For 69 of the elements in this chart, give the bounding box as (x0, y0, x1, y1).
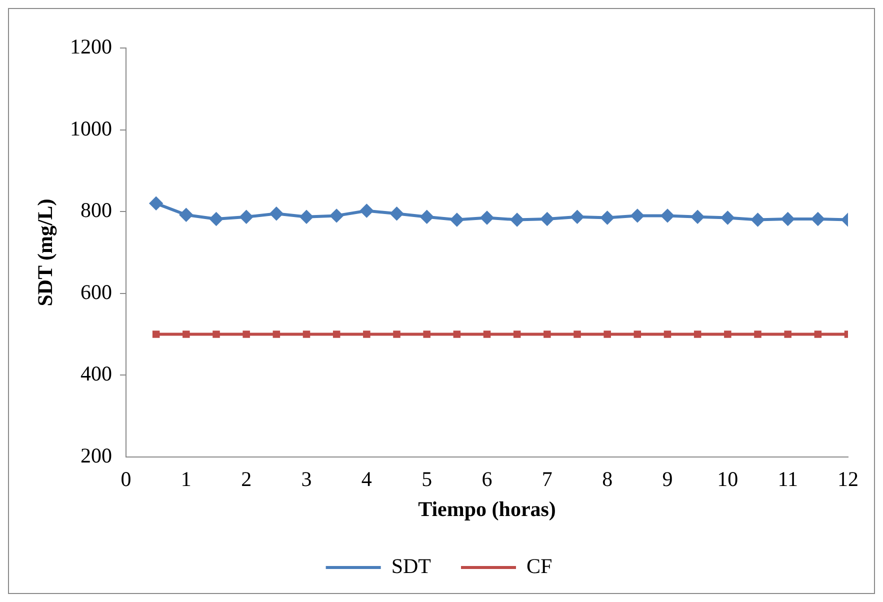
x-tick-label: 9 (662, 467, 673, 492)
x-tick-label: 4 (361, 467, 372, 492)
x-tick-label: 6 (482, 467, 492, 492)
y-tick-label: 800 (80, 198, 112, 222)
point (540, 212, 554, 226)
point (691, 210, 704, 224)
point (510, 213, 524, 226)
y-tick-label: 600 (80, 280, 112, 304)
x-tick-label: 3 (301, 467, 312, 492)
point (152, 330, 160, 338)
point (453, 330, 461, 338)
x-tick-label: 5 (422, 467, 432, 492)
y-tick-label: 1000 (70, 116, 112, 140)
point (180, 208, 193, 222)
y-tick-label: 1200 (70, 34, 112, 59)
x-tick-label: 2 (241, 467, 252, 492)
point (182, 330, 190, 338)
legend-label: SDT (391, 554, 432, 578)
legend-label: CF (526, 554, 552, 578)
point (724, 330, 732, 338)
point (664, 330, 672, 338)
point (332, 330, 340, 338)
point (240, 210, 253, 224)
point (630, 209, 644, 222)
point (574, 330, 581, 338)
point (480, 211, 494, 224)
x-tick-label: 11 (778, 467, 798, 492)
point (330, 209, 344, 222)
x-tick-label: 1 (180, 467, 192, 492)
y-tick-label: 400 (80, 362, 112, 386)
y-axis-title: SDT (mg/L) (33, 198, 58, 306)
point (270, 207, 283, 220)
point (363, 330, 370, 338)
x-tick-label: 0 (120, 467, 132, 492)
point (420, 210, 434, 224)
point (390, 207, 404, 220)
point (360, 204, 374, 218)
x-tick-label: 8 (602, 467, 613, 492)
point (604, 330, 611, 338)
point (272, 330, 280, 338)
point (694, 330, 702, 338)
point (634, 330, 642, 338)
x-tick-label: 12 (838, 467, 858, 492)
point (544, 330, 551, 338)
point (302, 330, 310, 338)
x-tick-label: 7 (542, 467, 552, 492)
point (751, 213, 764, 226)
point (483, 330, 491, 338)
point (513, 330, 521, 338)
point (754, 330, 762, 338)
point (814, 330, 822, 338)
point (661, 209, 674, 222)
x-tick-label: 10 (717, 467, 738, 492)
x-axis-title: Tiempo (horas) (418, 496, 556, 521)
point (212, 330, 220, 338)
point (781, 212, 794, 226)
point (423, 330, 430, 338)
point (450, 213, 464, 226)
point (721, 211, 734, 224)
point (784, 330, 792, 338)
point (300, 210, 313, 224)
point (570, 210, 584, 224)
point (242, 330, 250, 338)
point (393, 330, 400, 338)
point (150, 196, 163, 210)
point (811, 212, 824, 226)
y-tick-label: 200 (80, 444, 112, 468)
point (210, 212, 223, 226)
point (600, 211, 614, 224)
